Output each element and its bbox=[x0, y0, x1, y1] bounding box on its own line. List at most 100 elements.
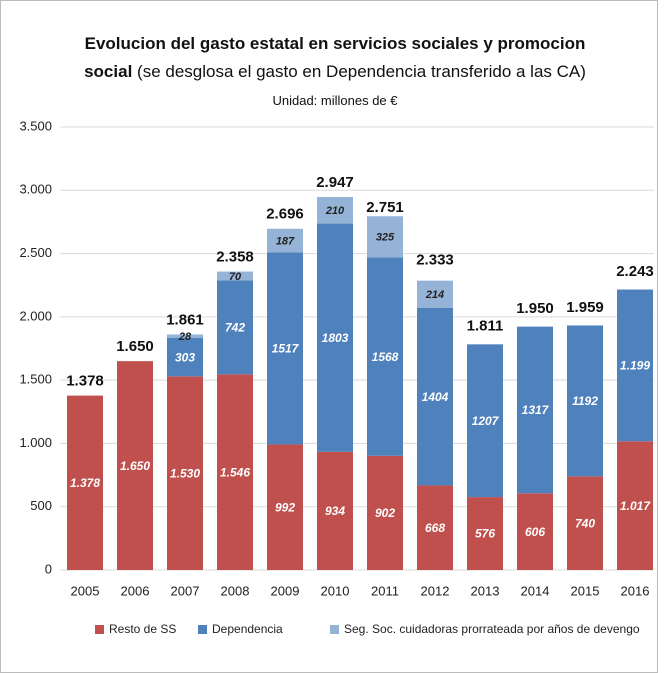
data-label: 902 bbox=[375, 506, 395, 520]
total-label: 2.751 bbox=[366, 199, 404, 216]
data-label: 1.650 bbox=[120, 459, 150, 473]
bar-segment bbox=[617, 289, 653, 442]
bar-segment bbox=[617, 441, 653, 570]
y-tick-label: 3.500 bbox=[19, 118, 52, 133]
legend-label: Dependencia bbox=[212, 622, 283, 636]
data-label: 934 bbox=[325, 504, 345, 518]
bar-segment bbox=[267, 228, 303, 253]
x-tick-label: 2006 bbox=[121, 583, 150, 598]
data-label: 740 bbox=[575, 516, 595, 530]
data-label: 1317 bbox=[522, 403, 550, 417]
x-tick-label: 2014 bbox=[521, 583, 550, 598]
data-label: 70 bbox=[229, 271, 242, 283]
x-tick-label: 2008 bbox=[221, 583, 250, 598]
chart-title: Evolucion del gasto estatal en servicios… bbox=[84, 34, 586, 81]
bar-segment bbox=[167, 334, 203, 338]
data-label: 325 bbox=[376, 232, 395, 244]
total-label: 2.243 bbox=[616, 263, 654, 280]
data-label: 606 bbox=[525, 525, 545, 539]
bar-segment bbox=[567, 325, 603, 477]
data-label: 742 bbox=[225, 321, 245, 335]
data-label: 1.017 bbox=[620, 499, 651, 513]
bar-segment bbox=[517, 326, 553, 494]
x-tick-label: 2010 bbox=[321, 583, 350, 598]
bar-segment bbox=[417, 307, 453, 486]
data-label: 28 bbox=[178, 331, 192, 343]
chart-subtitle: (se desglosa el gasto en Dependencia tra… bbox=[137, 62, 586, 81]
total-label: 1.650 bbox=[116, 338, 154, 355]
data-label: 1.199 bbox=[620, 359, 650, 373]
data-label: 668 bbox=[425, 521, 445, 535]
total-label: 1.861 bbox=[166, 311, 204, 328]
x-tick-label: 2013 bbox=[471, 583, 500, 598]
data-label: 1207 bbox=[472, 414, 500, 428]
x-tick-label: 2005 bbox=[71, 583, 100, 598]
bar-segment bbox=[317, 196, 353, 224]
bar-segment bbox=[267, 444, 303, 570]
data-label: 214 bbox=[425, 289, 444, 301]
total-label: 2.947 bbox=[316, 174, 354, 191]
bar-segment bbox=[217, 280, 253, 375]
bar-segment bbox=[367, 216, 403, 258]
total-label: 2.358 bbox=[216, 249, 254, 266]
y-tick-label: 3.000 bbox=[19, 182, 52, 197]
data-label: 187 bbox=[276, 236, 295, 248]
y-tick-label: 2.500 bbox=[19, 245, 52, 260]
bar-segment bbox=[367, 257, 403, 456]
legend-swatch bbox=[330, 625, 339, 634]
data-label: 1404 bbox=[422, 390, 449, 404]
total-label: 1.950 bbox=[516, 300, 554, 317]
x-tick-label: 2009 bbox=[271, 583, 300, 598]
x-tick-label: 2012 bbox=[421, 583, 450, 598]
bar-segment bbox=[467, 497, 503, 570]
data-label: 992 bbox=[275, 500, 295, 514]
x-tick-label: 2007 bbox=[171, 583, 200, 598]
x-tick-label: 2015 bbox=[571, 583, 600, 598]
y-tick-label: 0 bbox=[45, 561, 52, 576]
data-label: 1.546 bbox=[220, 465, 250, 479]
bar-segment bbox=[567, 476, 603, 570]
data-label: 1192 bbox=[572, 394, 598, 408]
x-tick-label: 2016 bbox=[621, 583, 650, 598]
total-label: 1.959 bbox=[566, 299, 604, 316]
y-tick-label: 1.000 bbox=[19, 435, 52, 450]
bar-segment bbox=[417, 280, 453, 308]
y-tick-label: 1.500 bbox=[19, 372, 52, 387]
legend-label: Resto de SS bbox=[109, 622, 176, 636]
legend-label: Seg. Soc. cuidadoras prorrateada por año… bbox=[344, 622, 640, 636]
bar-segment bbox=[267, 252, 303, 445]
bar-segment bbox=[217, 271, 253, 281]
bar-segment bbox=[167, 376, 203, 570]
data-label: 1568 bbox=[372, 350, 399, 364]
bar-segment bbox=[317, 223, 353, 452]
data-label: 210 bbox=[325, 205, 345, 217]
x-tick-label: 2011 bbox=[371, 583, 399, 598]
bar-segment bbox=[467, 344, 503, 498]
legend-swatch bbox=[198, 625, 207, 634]
total-label: 1.378 bbox=[66, 373, 104, 390]
bar-segment bbox=[517, 493, 553, 570]
bar-segment bbox=[317, 451, 353, 570]
total-label: 1.811 bbox=[467, 318, 504, 335]
bar-segment bbox=[167, 337, 203, 377]
title-block: Evolucion del gasto estatal en servicios… bbox=[60, 30, 610, 115]
total-label: 2.333 bbox=[416, 252, 454, 269]
bar-segment bbox=[217, 374, 253, 570]
bar-segment bbox=[417, 485, 453, 570]
y-tick-label: 500 bbox=[30, 498, 52, 513]
data-label: 303 bbox=[175, 350, 195, 364]
y-tick-label: 2.000 bbox=[19, 308, 52, 323]
bar-segment bbox=[367, 455, 403, 570]
data-label: 1.378 bbox=[70, 476, 100, 490]
bar-segment bbox=[67, 395, 103, 570]
legend-swatch bbox=[95, 625, 104, 634]
data-label: 1.530 bbox=[170, 466, 200, 480]
unit-label: Unidad: millones de € bbox=[272, 93, 398, 108]
total-label: 2.696 bbox=[266, 206, 304, 223]
data-label: 1803 bbox=[322, 331, 349, 345]
bar-segment bbox=[117, 361, 153, 570]
data-label: 1517 bbox=[272, 342, 300, 356]
data-label: 576 bbox=[475, 527, 495, 541]
